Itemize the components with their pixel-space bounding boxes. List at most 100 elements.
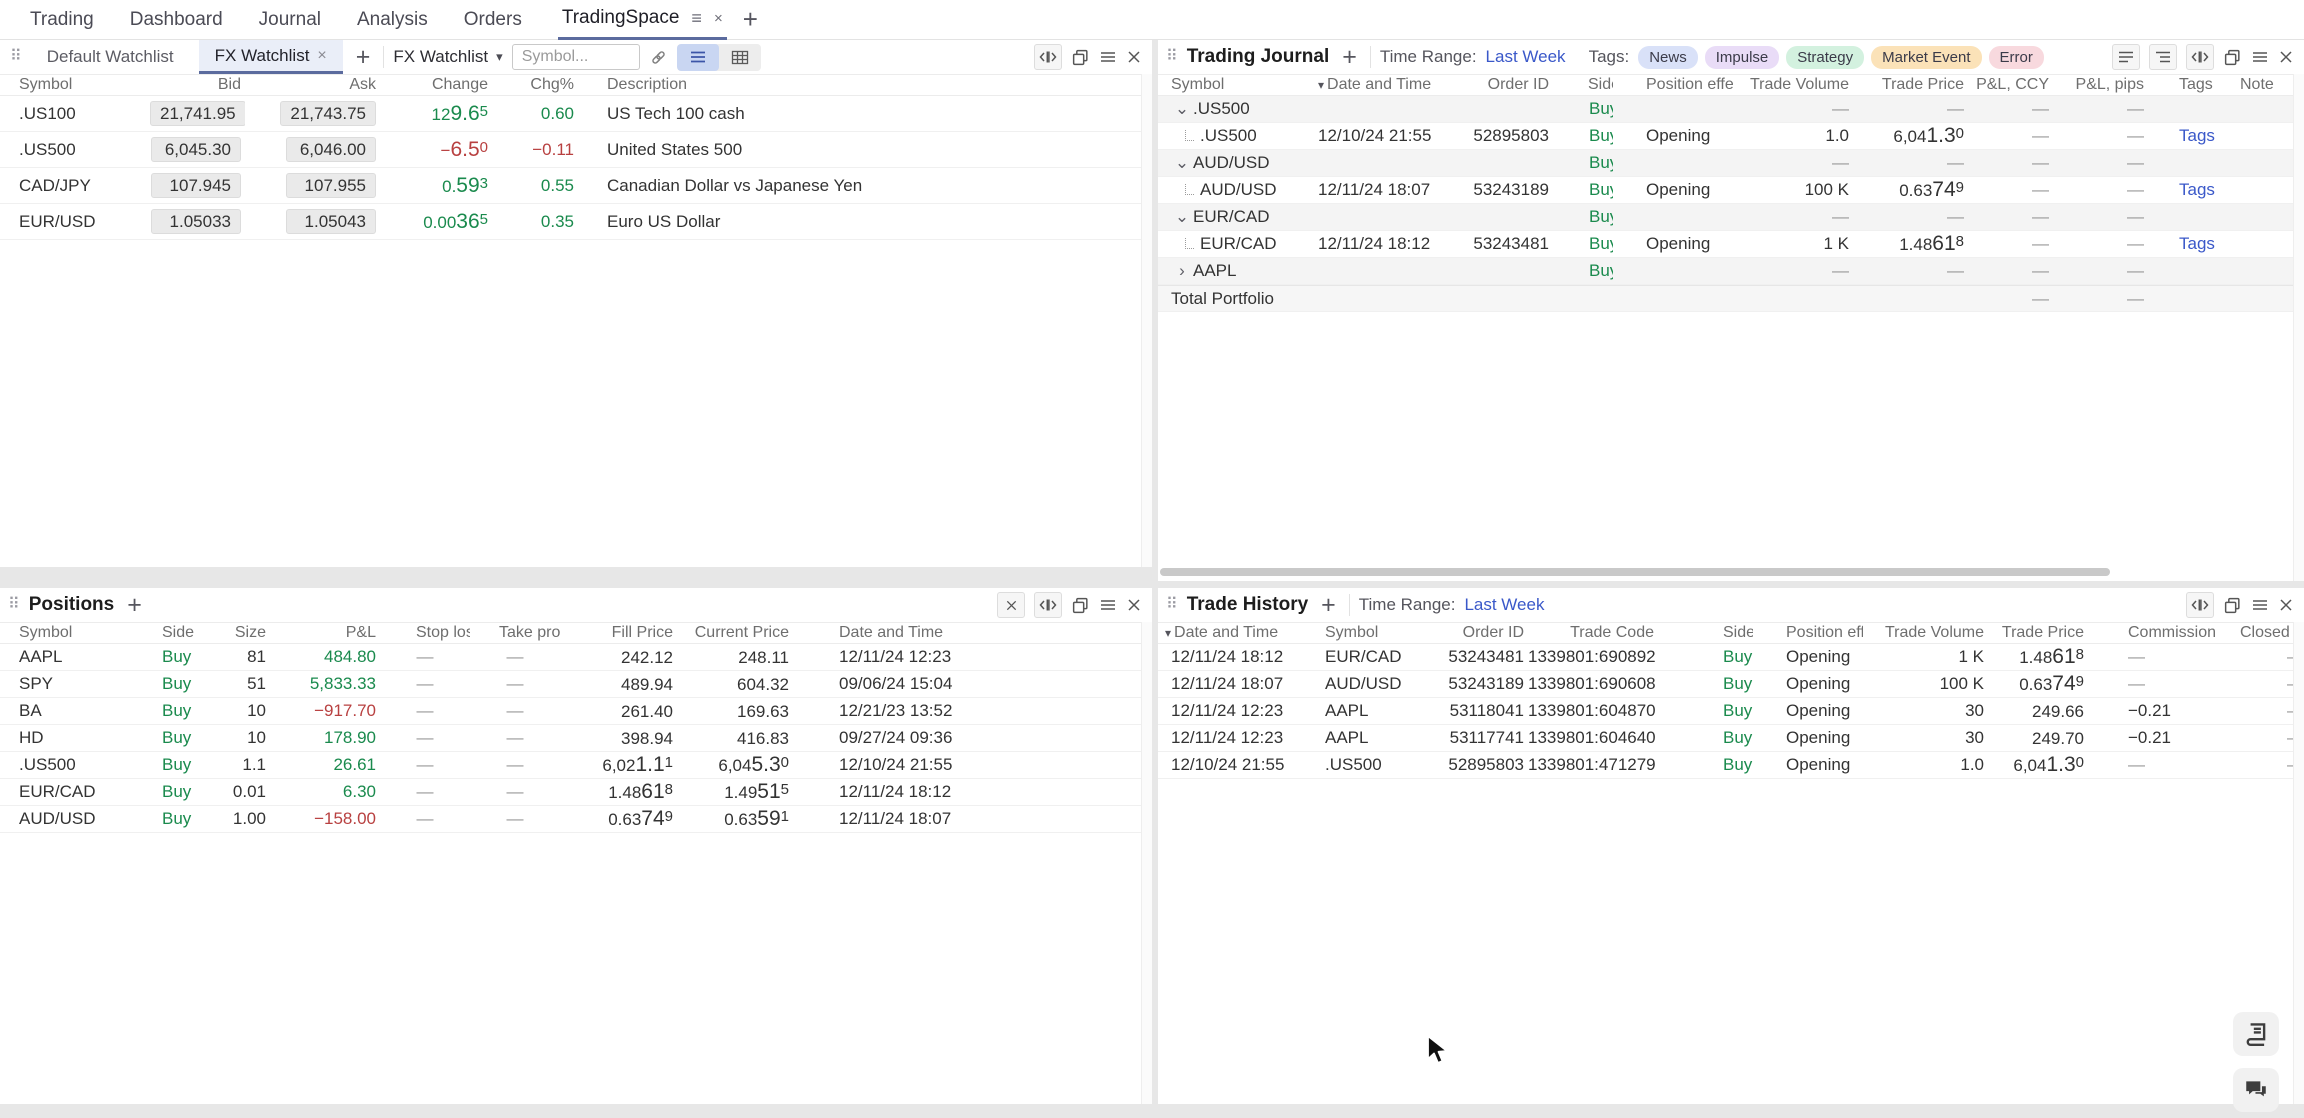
caret-right-icon[interactable]: › bbox=[1179, 261, 1185, 280]
take-profit[interactable]: — bbox=[506, 701, 524, 720]
col-take-profit[interactable]: Take profit bbox=[499, 624, 560, 641]
scrollbar-gutter[interactable] bbox=[1141, 622, 1152, 1104]
col-position-effect[interactable]: Position effect bbox=[1786, 624, 1863, 641]
col-order-id[interactable]: Order ID bbox=[1462, 624, 1524, 641]
duplicate-panel-icon[interactable] bbox=[1071, 596, 1090, 615]
stop-loss[interactable]: — bbox=[416, 701, 434, 720]
menu-item-journal[interactable]: Journal bbox=[258, 8, 321, 30]
journal-group-row[interactable]: › AAPL Buy — — — — bbox=[1158, 258, 2304, 285]
tab-fx-watchlist[interactable]: FX Watchlist × bbox=[198, 40, 343, 74]
journal-quick-button[interactable] bbox=[2233, 1012, 2279, 1056]
panel-menu-icon[interactable] bbox=[2251, 49, 2269, 65]
col-closed-pl[interactable]: Closed P&L bbox=[2240, 624, 2304, 641]
take-profit[interactable]: — bbox=[506, 782, 524, 801]
col-trade-code[interactable]: Trade Code bbox=[1570, 624, 1654, 641]
caret-down-icon[interactable]: ⌄ bbox=[1174, 99, 1190, 118]
add-button[interactable]: + bbox=[1321, 590, 1336, 619]
bid-button[interactable]: 107.945 bbox=[151, 173, 241, 198]
journal-group-row[interactable]: ⌄AUD/USD Buy — — — — bbox=[1158, 150, 2304, 177]
duplicate-panel-icon[interactable] bbox=[2223, 48, 2242, 67]
bid-button[interactable]: 1.05033 bbox=[151, 209, 241, 234]
stop-loss[interactable]: — bbox=[416, 647, 434, 666]
history-row[interactable]: 12/10/24 21:55 .US500 52895803 1339801:4… bbox=[1158, 752, 2304, 779]
col-position-effect[interactable]: Position effect bbox=[1646, 76, 1733, 93]
position-row[interactable]: SPY Buy 51 5,833.33 — — 489.94 604.32 09… bbox=[0, 671, 1152, 698]
menu-item-trading[interactable]: Trading bbox=[30, 8, 94, 30]
chat-quick-button[interactable] bbox=[2233, 1068, 2279, 1112]
stop-loss[interactable]: — bbox=[416, 674, 434, 693]
ask-button[interactable]: 107.955 bbox=[286, 173, 376, 198]
table-row[interactable]: EUR/USD 1.05033 1.05043 0.00365 0.35 Eur… bbox=[0, 204, 1152, 240]
position-row[interactable]: EUR/CAD Buy 0.01 6.30 — — 1.48618 1.4951… bbox=[0, 779, 1152, 806]
tab-default-watchlist[interactable]: Default Watchlist bbox=[31, 40, 190, 74]
journal-child-row[interactable]: AUD/USD 12/11/24 18:07 53243189 Buy Open… bbox=[1158, 177, 2304, 204]
list-view-button[interactable] bbox=[676, 43, 719, 71]
col-tags[interactable]: Tags bbox=[2179, 76, 2213, 93]
bid-button[interactable]: 21,741.95 bbox=[150, 101, 245, 126]
close-panel-icon[interactable] bbox=[2278, 597, 2294, 613]
time-range-value[interactable]: Last Week bbox=[1464, 595, 1545, 614]
col-current-price[interactable]: Current Price bbox=[694, 624, 789, 641]
panel-menu-icon[interactable] bbox=[2251, 597, 2269, 613]
col-side[interactable]: Side bbox=[1588, 76, 1613, 93]
rows-view-button[interactable] bbox=[2112, 44, 2140, 70]
col-pl-ccy[interactable]: P&L, CCY bbox=[1976, 76, 2049, 93]
take-profit[interactable]: — bbox=[506, 755, 524, 774]
fit-columns-button[interactable] bbox=[2186, 44, 2214, 70]
col-chg-pct[interactable]: Chg% bbox=[530, 76, 574, 93]
col-change[interactable]: Change bbox=[431, 76, 488, 93]
journal-group-row[interactable]: ⌄EUR/CAD Buy — — — — bbox=[1158, 204, 2304, 231]
ask-button[interactable]: 1.05043 bbox=[286, 209, 376, 234]
position-row[interactable]: BA Buy 10 −917.70 — — 261.40 169.63 12/2… bbox=[0, 698, 1152, 725]
drag-handle-icon[interactable]: ⠿ bbox=[8, 596, 20, 613]
journal-group-row[interactable]: ⌄.US500 Buy — — — — bbox=[1158, 96, 2304, 123]
fit-columns-button[interactable] bbox=[1034, 44, 1062, 70]
col-symbol[interactable]: Symbol bbox=[1171, 76, 1225, 93]
position-row[interactable]: .US500 Buy 1.1 26.61 — — 6,021.11 6,045.… bbox=[0, 752, 1152, 779]
add-button[interactable]: + bbox=[1342, 42, 1357, 71]
col-pl-pips[interactable]: P&L, pips bbox=[2075, 76, 2144, 93]
symbol-search-input[interactable] bbox=[511, 44, 640, 70]
ask-button[interactable]: 6,046.00 bbox=[286, 137, 376, 162]
space-close-icon[interactable]: × bbox=[713, 9, 723, 27]
duplicate-panel-icon[interactable] bbox=[1071, 48, 1090, 67]
caret-down-icon[interactable]: ⌄ bbox=[1174, 153, 1190, 172]
watchlist-selector[interactable]: FX Watchlist ▾ bbox=[393, 47, 502, 67]
tags-link[interactable]: Tags bbox=[2179, 180, 2215, 199]
add-space-button[interactable]: + bbox=[742, 4, 758, 34]
table-row[interactable]: .US100 21,741.95 21,743.75 129.65 0.60 U… bbox=[0, 96, 1152, 132]
stop-loss[interactable]: — bbox=[416, 809, 434, 828]
scrollbar-gutter[interactable] bbox=[1141, 74, 1152, 567]
duplicate-panel-icon[interactable] bbox=[2223, 596, 2242, 615]
tags-link[interactable]: Tags bbox=[2179, 126, 2215, 145]
tab-close-icon[interactable]: × bbox=[317, 46, 327, 64]
col-symbol[interactable]: Symbol bbox=[1325, 624, 1379, 641]
panel-menu-icon[interactable] bbox=[1099, 49, 1117, 65]
col-symbol[interactable]: Symbol bbox=[19, 76, 73, 93]
tag-pill-market-event[interactable]: Market Event bbox=[1871, 45, 1982, 69]
history-row[interactable]: 12/11/24 18:07 AUD/USD 53243189 1339801:… bbox=[1158, 671, 2304, 698]
drag-handle-icon[interactable]: ⠿ bbox=[1166, 596, 1178, 613]
position-row[interactable]: HD Buy 10 178.90 — — 398.94 416.83 09/27… bbox=[0, 725, 1152, 752]
take-profit[interactable]: — bbox=[506, 647, 524, 666]
col-commission[interactable]: Commission bbox=[2128, 624, 2217, 641]
col-pl[interactable]: P&L bbox=[345, 624, 376, 641]
close-panel-icon[interactable] bbox=[1126, 49, 1142, 65]
tags-link[interactable]: Tags bbox=[2179, 234, 2215, 253]
history-row[interactable]: 12/11/24 12:23 AAPL 53118041 1339801:604… bbox=[1158, 698, 2304, 725]
col-trade-price[interactable]: Trade Price bbox=[1881, 76, 1964, 93]
col-side[interactable]: Side bbox=[162, 624, 195, 641]
tag-pill-news[interactable]: News bbox=[1638, 45, 1698, 69]
drag-handle-icon[interactable]: ⠿ bbox=[10, 48, 22, 65]
drag-handle-icon[interactable]: ⠿ bbox=[1166, 48, 1178, 65]
ask-button[interactable]: 21,743.75 bbox=[280, 101, 376, 126]
take-profit[interactable]: — bbox=[506, 674, 524, 693]
table-row[interactable]: .US500 6,045.30 6,046.00 −6.50 −0.11 Uni… bbox=[0, 132, 1152, 168]
take-profit[interactable]: — bbox=[506, 728, 524, 747]
col-description[interactable]: Description bbox=[607, 76, 688, 93]
col-order-id[interactable]: Order ID bbox=[1487, 76, 1549, 93]
fit-columns-button[interactable] bbox=[1034, 592, 1062, 618]
history-row[interactable]: 12/11/24 12:23 AAPL 53117741 1339801:604… bbox=[1158, 725, 2304, 752]
table-row[interactable]: CAD/JPY 107.945 107.955 0.593 0.55 Canad… bbox=[0, 168, 1152, 204]
col-symbol[interactable]: Symbol bbox=[19, 624, 73, 641]
